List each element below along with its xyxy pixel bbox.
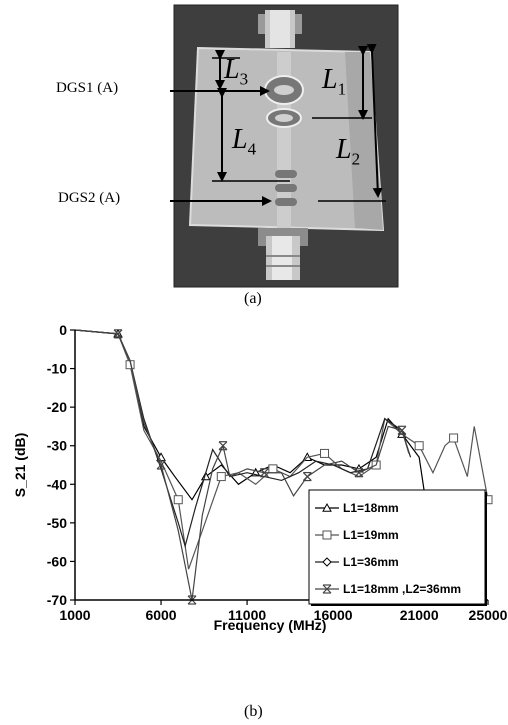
l2-dimension-arrow: [366, 43, 383, 198]
series-point-l1-18mm-l2-36mm: [302, 471, 312, 482]
series-point-l1-19mm: [268, 464, 278, 474]
x-tick-label: 11000: [228, 607, 266, 623]
x-tick-label: 16000: [314, 607, 353, 623]
dgs2-cell: [275, 170, 297, 206]
series-point-l1-18mm-l2-36mm: [218, 441, 228, 451]
y-tick-label: -40: [47, 476, 67, 492]
y-tick-label: -70: [47, 592, 67, 608]
filter-photo: [170, 4, 399, 288]
caption-a: (a): [244, 290, 262, 307]
series-point-l1-18mm-l2-36mm: [187, 595, 197, 605]
l2-label: L2: [336, 134, 361, 169]
x-tick-label: 1000: [59, 607, 90, 623]
legend-label: L1=18mm: [343, 501, 399, 515]
legend-marker: [322, 502, 332, 512]
bottom-sma-connector: [258, 228, 308, 280]
dgs2-label: DGS2 (A): [58, 190, 121, 206]
l3-label: L3: [224, 54, 249, 89]
y-tick-label: -60: [47, 553, 67, 569]
dgs1-label: DGS1 (A): [56, 80, 119, 96]
series-line-l1-18mm-l2-36mm: [74, 329, 410, 601]
series-point-l1-19mm: [173, 495, 183, 505]
legend-label: L1=19mm: [343, 528, 399, 542]
x-tick-label: 21000: [400, 607, 439, 623]
series-line-l1-19mm: [74, 329, 489, 570]
x-tick-label: 25000: [469, 607, 508, 623]
x-tick-label: 6000: [145, 607, 176, 623]
y-tick-label: -50: [47, 515, 67, 531]
legend-label: L1=36mm: [343, 555, 399, 569]
y-axis-label: S_21 (dB): [12, 433, 28, 498]
legend-marker: [322, 530, 332, 540]
y-tick-label: 0: [59, 322, 67, 338]
s21-chart: 0 -10 -20 -30 -40 -50 -60 -70 1000 6000 11000 1600…: [12, 322, 508, 633]
legend-marker: [322, 584, 332, 594]
y-tick-label: -20: [47, 399, 67, 415]
top-sma-connector: [258, 10, 302, 48]
l1-label: L1: [322, 64, 347, 99]
series-point-l1-18mm-l2-36mm: [397, 425, 407, 435]
series-point-l1-18mm-l2-36mm: [156, 460, 166, 470]
caption-b: (b): [244, 703, 263, 720]
series-point-l1-18mm-l2-36mm: [113, 329, 123, 339]
l4-label: L4: [232, 124, 257, 159]
legend-marker: [322, 557, 332, 567]
y-tick-label: -10: [47, 361, 67, 377]
legend: L1=18mm L1=19mm L1=36mm L1=18mm ,L2=36mm: [308, 489, 487, 606]
legend-label: L1=18mm ,L2=36mm: [343, 582, 461, 596]
series-point-l1-19mm: [414, 441, 424, 451]
series-point-l1-18mm-l2-36mm: [354, 468, 364, 478]
series-point-l1-19mm: [449, 433, 459, 443]
y-tick-label: -30: [47, 438, 67, 454]
legend-box: [308, 489, 486, 605]
series-point-l1-19mm: [216, 472, 226, 482]
x-axis-label: Frequency (MHz): [214, 617, 327, 633]
series-point-l1-18mm-l2-36mm: [259, 468, 269, 478]
series-point-l1-19mm: [320, 448, 330, 458]
